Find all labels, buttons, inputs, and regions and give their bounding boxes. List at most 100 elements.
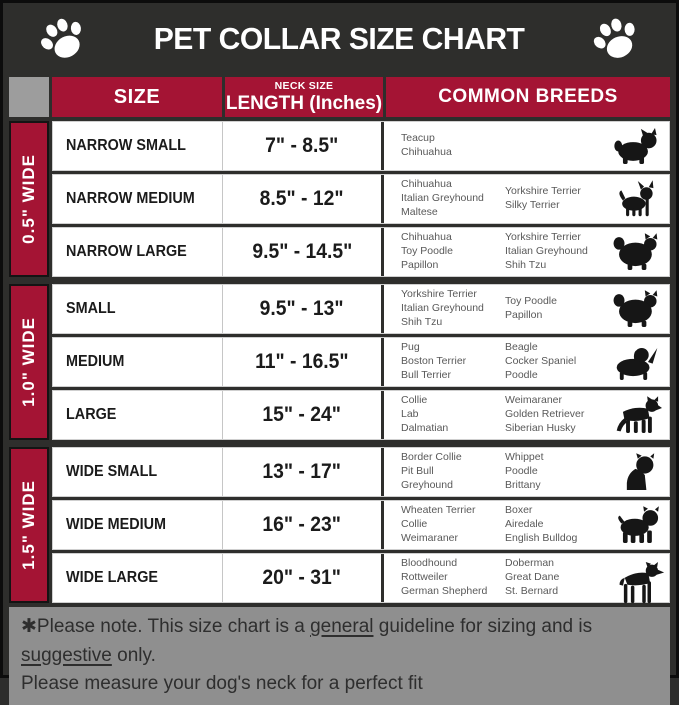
neck-length-value: 20" - 31" [262,566,342,589]
breeds-column-2: Doberman Great Dane St. Bernard [505,557,560,597]
size-table: 0.5" WIDE NARROW SMALL 7" - 8.5" Teacup … [9,121,670,603]
page-title: PET COLLAR SIZE CHART [154,21,525,56]
neck-length-value: 7" - 8.5" [265,134,339,157]
table-row: NARROW MEDIUM 8.5" - 12" Chihuahua Itali… [52,174,670,224]
note-text: guideline for sizing and is [373,616,593,637]
size-label: NARROW SMALL [66,137,186,154]
paw-print-icon [585,9,647,69]
breeds-column-2: Yorkshire Terrier Italian Greyhound Shih… [505,231,588,271]
breeds-column-2: Weimaraner Golden Retriever Siberian Hus… [505,394,585,434]
table-row: NARROW SMALL 7" - 8.5" Teacup Chihuahua [52,121,670,171]
note-text: only. [111,644,156,666]
table-row: SMALL 9.5" - 13" Yorkshire Terrier Itali… [52,284,670,334]
size-label: NARROW MEDIUM [66,190,195,207]
breeds-column-1: Teacup Chihuahua [401,132,452,158]
size-cell: SMALL [53,285,223,333]
table-header: SIZE NECK SIZE LENGTH (Inches) COMMON BR… [9,77,670,117]
breeds-column-2: Yorkshire Terrier Silky Terrier [505,185,581,211]
boxer-icon [605,505,669,545]
table-row: LARGE 15" - 24" Collie Lab Dalmatian Wei… [52,390,670,440]
breeds-cell: Wheaten Terrier Collie Weimaraner Boxer … [384,501,669,549]
header-corner-square [9,77,49,117]
breeds-column-2: Toy Poodle Papillon [505,295,557,321]
beagle-icon [605,342,669,382]
width-band-label: 1.0" WIDE [19,317,38,407]
note-text: ✱Please note. This size chart is a [21,616,311,637]
size-cell: WIDE MEDIUM [53,501,223,549]
neck-length-value: 11" - 16.5" [255,350,349,373]
yorkshire-terrier-icon [605,126,669,166]
neck-length-value: 16" - 23" [262,513,342,536]
section-rows: SMALL 9.5" - 13" Yorkshire Terrier Itali… [52,284,670,440]
size-cell: WIDE LARGE [53,554,223,602]
breeds-cell: Pug Boston Terrier Bull Terrier Beagle C… [384,338,669,386]
table-row: WIDE LARGE 20" - 31" Bloodhound Rottweil… [52,553,670,603]
neck-length-value: 9.5" - 14.5" [252,240,352,263]
table-row: WIDE SMALL 13" - 17" Border Collie Pit B… [52,447,670,497]
length-cell: 13" - 17" [223,448,384,496]
section-rows: WIDE SMALL 13" - 17" Border Collie Pit B… [52,447,670,603]
title-bar: PET COLLAR SIZE CHART [9,9,670,69]
breeds-cell: Chihuahua Toy Poodle Papillon Yorkshire … [384,228,669,276]
breeds-column-1: Collie Lab Dalmatian [401,394,449,434]
breeds-cell: Border Collie Pit Bull Greyhound Whippet… [384,448,669,496]
width-band-label: 0.5" WIDE [19,154,38,244]
width-band-label: 1.5" WIDE [19,480,38,570]
length-cell: 11" - 16.5" [223,338,384,386]
width-band-half-inch: 0.5" WIDE [9,121,49,277]
column-header-size: SIZE [52,77,222,117]
size-label: SMALL [66,300,116,317]
length-inches-label: LENGTH (Inches) [225,93,383,115]
pomeranian-icon [605,232,669,272]
breeds-column-2: Whippet Poodle Brittany [505,451,544,491]
neck-length-value: 8.5" - 12" [260,187,344,210]
length-cell: 20" - 31" [223,554,384,602]
size-label: MEDIUM [66,353,125,370]
width-band-one-inch: 1.0" WIDE [9,284,49,440]
breeds-cell: Bloodhound Rottweiler German Shepherd Do… [384,554,669,602]
size-cell: MEDIUM [53,338,223,386]
length-cell: 15" - 24" [223,391,384,439]
length-cell: 9.5" - 13" [223,285,384,333]
size-label: NARROW LARGE [66,243,187,260]
german-shepherd-icon [605,395,669,435]
section-one-inch-wide: 1.0" WIDE SMALL 9.5" - 13" Yorkshire Ter… [9,284,670,440]
pomeranian-icon [605,289,669,329]
breeds-column-1: Chihuahua Italian Greyhound Maltese [401,178,484,218]
breeds-column-1: Wheaten Terrier Collie Weimaraner [401,504,476,544]
breeds-column-2: Boxer Airedale English Bulldog [505,504,578,544]
neck-length-value: 9.5" - 13" [260,297,344,320]
size-label: WIDE SMALL [66,463,158,480]
size-cell: NARROW LARGE [53,228,223,276]
note-line-2: Please measure your dog's neck for a per… [21,673,423,694]
section-one-half-inch-wide: 1.5" WIDE WIDE SMALL 13" - 17" Border Co… [9,447,670,603]
size-cell: NARROW MEDIUM [53,175,223,223]
breeds-column-1: Pug Boston Terrier Bull Terrier [401,341,467,381]
note-underlined-word: general [310,616,374,637]
table-row: NARROW LARGE 9.5" - 14.5" Chihuahua Toy … [52,227,670,277]
neck-size-label: NECK SIZE [274,79,334,92]
breeds-column-1: Bloodhound Rottweiler German Shepherd [401,557,488,597]
length-cell: 8.5" - 12" [223,175,384,223]
breeds-column-1: Chihuahua Toy Poodle Papillon [401,231,453,271]
column-header-neck-length: NECK SIZE LENGTH (Inches) [225,77,383,117]
size-cell: WIDE SMALL [53,448,223,496]
size-label: LARGE [66,406,117,423]
column-header-common-breeds: COMMON BREEDS [386,77,670,117]
paw-print-icon [31,8,94,69]
breeds-column-2: Beagle Cocker Spaniel Poodle [505,341,577,381]
doberman-icon [605,559,669,597]
breeds-cell: Teacup Chihuahua [384,122,669,170]
section-half-inch-wide: 0.5" WIDE NARROW SMALL 7" - 8.5" Teacup … [9,121,670,277]
pit-bull-icon [605,452,669,492]
section-rows: NARROW SMALL 7" - 8.5" Teacup Chihuahua … [52,121,670,277]
length-cell: 9.5" - 14.5" [223,228,384,276]
neck-length-value: 13" - 17" [262,460,342,483]
size-cell: LARGE [53,391,223,439]
breeds-column-1: Yorkshire Terrier Italian Greyhound Shih… [401,288,484,328]
table-row: WIDE MEDIUM 16" - 23" Wheaten Terrier Co… [52,500,670,550]
width-band-one-half-inch: 1.5" WIDE [9,447,49,603]
disclaimer-note: ✱Please note. This size chart is a gener… [9,607,670,705]
size-label: WIDE MEDIUM [66,516,166,533]
